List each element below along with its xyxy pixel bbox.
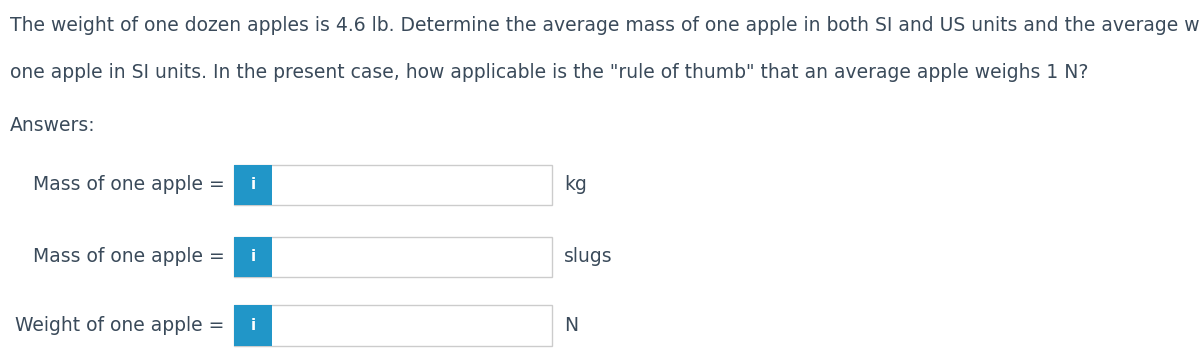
Text: Mass of one apple =: Mass of one apple = [32,247,224,266]
Text: Mass of one apple =: Mass of one apple = [32,175,224,194]
Text: i: i [251,318,256,333]
Text: The weight of one dozen apples is 4.6 lb. Determine the average mass of one appl: The weight of one dozen apples is 4.6 lb… [10,16,1200,35]
Text: N: N [564,316,578,335]
Text: i: i [251,177,256,192]
FancyBboxPatch shape [234,305,552,346]
Text: kg: kg [564,175,587,194]
Text: i: i [251,250,256,264]
FancyBboxPatch shape [234,305,272,346]
FancyBboxPatch shape [234,165,272,205]
Text: one apple in SI units. In the present case, how applicable is the "rule of thumb: one apple in SI units. In the present ca… [10,63,1088,82]
Text: Weight of one apple =: Weight of one apple = [16,316,224,335]
Text: Answers:: Answers: [10,116,95,135]
FancyBboxPatch shape [234,165,552,205]
FancyBboxPatch shape [234,237,552,277]
Text: slugs: slugs [564,247,613,266]
FancyBboxPatch shape [234,237,272,277]
